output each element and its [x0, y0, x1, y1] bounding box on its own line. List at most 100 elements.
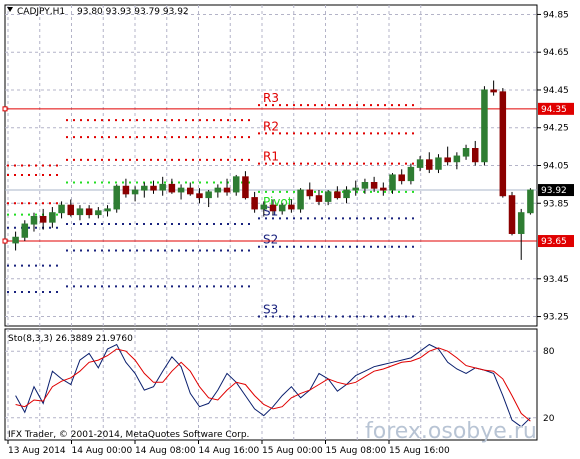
x-tick-label: 13 Aug 2014 — [8, 446, 66, 456]
candle-body — [453, 155, 461, 163]
ohlc-values: 93.80 93.93 93.79 93.92 — [77, 7, 189, 17]
current-price-tag — [538, 184, 574, 197]
pivot-label-r3: R3 — [263, 91, 279, 105]
candle-body — [426, 159, 433, 170]
candle-body — [481, 89, 488, 163]
candle-body — [76, 208, 84, 216]
pivot-label-s3: S3 — [263, 303, 278, 317]
candle-body — [131, 189, 139, 195]
candle-body — [196, 193, 203, 199]
pivot-label-r2: R2 — [263, 119, 279, 133]
candle-body — [315, 195, 323, 202]
candle-body — [471, 148, 479, 163]
y-tick-label: 94.45 — [543, 86, 569, 96]
x-tick-label: 14 Aug 00:00 — [72, 446, 133, 456]
candle-body — [177, 187, 185, 193]
candle-body — [435, 157, 442, 170]
candle-body — [306, 189, 314, 197]
x-tick-label: 14 Aug 08:00 — [135, 446, 196, 456]
candle-body — [398, 174, 405, 182]
candle-body — [499, 91, 507, 197]
candle-body — [260, 204, 268, 210]
stochastic-panel[interactable] — [4, 328, 538, 441]
price-line-tag-label: 94.35 — [541, 105, 567, 115]
stoch-signal-line — [15, 347, 531, 422]
candle-body — [527, 189, 534, 214]
candle-body — [104, 208, 111, 212]
y-tick-label: 93.85 — [543, 199, 569, 209]
price-axis: 94.85 94.65 94.45 94.25 94.05 93.85 93.45 93.25… — [537, 10, 569, 424]
candle-body — [288, 204, 295, 210]
x-tick-label: 14 Aug 16:00 — [199, 446, 260, 456]
candle-body — [187, 187, 194, 195]
candle-body — [297, 189, 304, 210]
stoch-tick-label: 20 — [543, 414, 555, 424]
candle-body — [380, 187, 387, 191]
stoch-main-line — [15, 343, 531, 428]
candle-body — [85, 208, 93, 216]
candle-body — [242, 176, 249, 199]
y-tick-label: 93.25 — [543, 313, 569, 323]
candle-body — [517, 212, 525, 234]
price-line-handle[interactable] — [2, 106, 8, 112]
candle-body — [370, 181, 378, 189]
candle-body — [67, 204, 75, 216]
copyright: IFX Trader, © 2001-2014, MetaQuotes Soft… — [8, 430, 249, 440]
candle-body — [352, 187, 359, 191]
candle-body — [278, 204, 286, 212]
candle-body — [490, 89, 497, 93]
candle-body — [30, 215, 38, 225]
candle-body — [113, 185, 120, 210]
candle-body — [269, 204, 277, 212]
stochastic-lines — [15, 343, 531, 428]
candle-body — [58, 204, 65, 214]
collapse-triangle-icon[interactable] — [7, 7, 13, 12]
candle-body — [462, 148, 470, 157]
candle-body — [214, 187, 222, 193]
candle-body — [205, 191, 212, 199]
candle-body — [444, 157, 451, 163]
candle-body — [416, 159, 424, 168]
price-line-tag — [538, 235, 574, 248]
x-tick-label: 15 Aug 16:00 — [389, 446, 450, 456]
candle-body — [95, 210, 102, 216]
y-tick-label: 94.05 — [543, 162, 569, 172]
y-tick-label: 93.45 — [543, 275, 569, 285]
y-tick-label: 94.25 — [543, 124, 569, 134]
grid — [5, 5, 537, 440]
candle-body — [508, 195, 516, 234]
candle-body — [159, 183, 166, 191]
candle-body — [324, 191, 332, 202]
y-tick-label: 94.65 — [543, 48, 569, 58]
horizontal-lines[interactable]: 94.35 93.65 93.92 — [2, 102, 574, 248]
pivot-label-r1: R1 — [263, 150, 279, 164]
candle-body — [232, 176, 240, 193]
candle-body — [141, 185, 148, 191]
candle-body — [361, 181, 369, 189]
candle-body — [407, 166, 415, 182]
candle-body — [39, 215, 47, 223]
price-line-tag-label: 93.65 — [541, 237, 567, 247]
candle-body — [389, 174, 396, 191]
symbol-timeframe: CADJPY,H1 — [17, 7, 65, 17]
candles — [12, 80, 534, 260]
x-tick-label: 15 Aug 08:00 — [326, 446, 387, 456]
candle-body — [223, 187, 231, 193]
candle-body — [343, 189, 350, 199]
stoch-tick-label: 80 — [543, 347, 555, 357]
y-tick-label: 94.85 — [543, 10, 569, 20]
candle-body — [251, 197, 258, 210]
candle-body — [49, 212, 56, 223]
price-line-tag — [538, 102, 574, 115]
candle-body — [150, 185, 157, 191]
price-line-handle[interactable] — [2, 238, 8, 244]
candle-body — [122, 185, 130, 195]
candle-body — [21, 223, 29, 238]
stochastic-title: Sto(8,3,3) 26.3889 21.9760 — [8, 334, 133, 344]
candle-body — [168, 183, 176, 193]
watermark: forex.osobye.ru — [365, 419, 537, 444]
time-axis: 13 Aug 2014 14 Aug 00:00 14 Aug 08:00 14 Au… — [7, 440, 450, 456]
pivot-label-s2: S2 — [263, 233, 278, 247]
x-tick-label: 15 Aug 00:00 — [262, 446, 323, 456]
